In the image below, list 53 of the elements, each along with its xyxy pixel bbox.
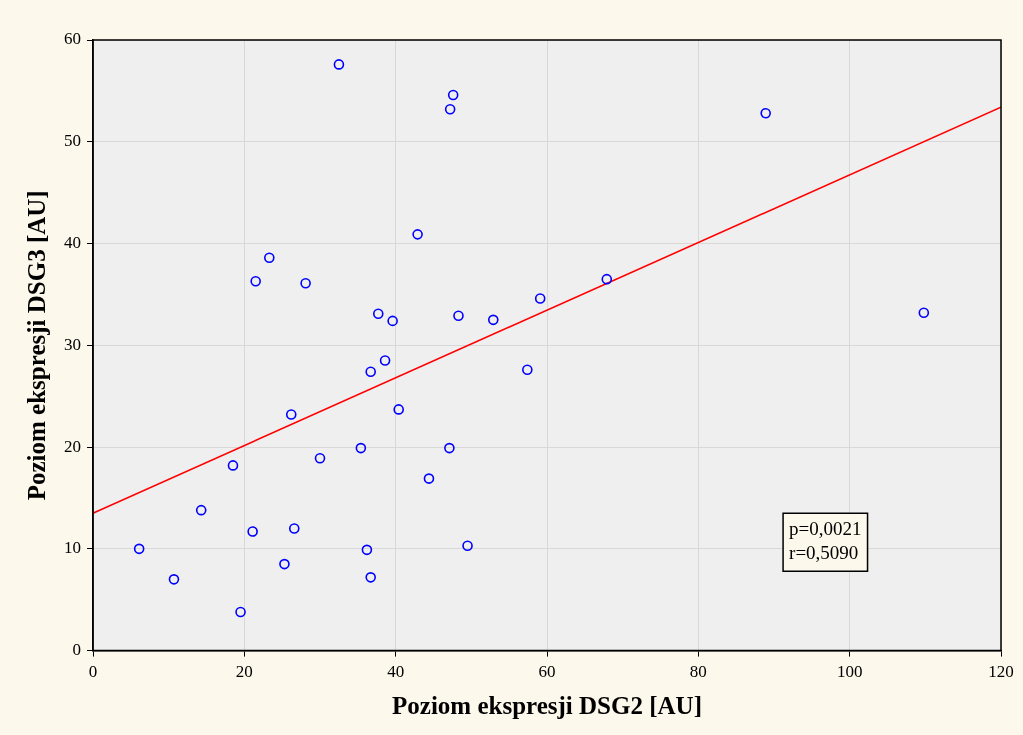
y-tick-label: 10	[64, 538, 81, 558]
y-tick-label: 60	[64, 29, 81, 49]
point	[918, 307, 930, 319]
point	[462, 540, 473, 552]
point	[453, 310, 464, 322]
x-tick-label: 0	[88, 662, 98, 682]
point	[250, 275, 261, 287]
point	[444, 103, 456, 115]
y-tick-label: 40	[64, 233, 81, 252]
point	[365, 572, 376, 583]
point	[279, 558, 290, 570]
point	[447, 89, 459, 101]
point	[534, 293, 546, 304]
y-axis-title: Poziom ekspresji DSG3 [AU]	[23, 190, 51, 501]
point	[372, 308, 384, 320]
point	[235, 606, 246, 618]
point	[444, 442, 455, 454]
point	[333, 59, 345, 70]
point	[760, 107, 771, 119]
point	[288, 523, 300, 534]
point	[285, 409, 297, 420]
x-tick-label: 60	[538, 662, 556, 682]
point	[522, 364, 533, 376]
point	[412, 229, 423, 240]
point	[487, 314, 499, 326]
point	[300, 277, 311, 289]
point	[365, 366, 376, 378]
x-tick-label: 80	[689, 662, 707, 682]
point	[387, 315, 398, 327]
point	[247, 526, 258, 537]
x-axis-title: Poziom ekspresji DSG2 [AU]	[392, 692, 702, 720]
y-tick-label: 20	[64, 436, 81, 456]
x-tick-label: 100	[836, 662, 863, 682]
x-tick-label: 20	[235, 662, 253, 682]
point	[379, 355, 391, 366]
point	[423, 473, 435, 484]
point	[601, 273, 613, 285]
y-tick-label: 30	[64, 334, 81, 354]
point	[361, 544, 373, 556]
x-tick-label: 40	[387, 662, 405, 682]
point	[133, 543, 145, 555]
annotation: p=0,0021	[789, 518, 862, 540]
point	[314, 452, 326, 464]
x-tick-label: 120	[988, 662, 1014, 682]
point	[393, 404, 404, 415]
point	[227, 460, 239, 471]
point	[195, 504, 207, 516]
y-tick-label: 0	[72, 640, 81, 660]
point	[264, 252, 275, 264]
y-tick-label: 50	[64, 131, 81, 151]
point	[355, 442, 367, 454]
annotation: r=0,5090	[789, 542, 859, 564]
point	[168, 574, 180, 585]
